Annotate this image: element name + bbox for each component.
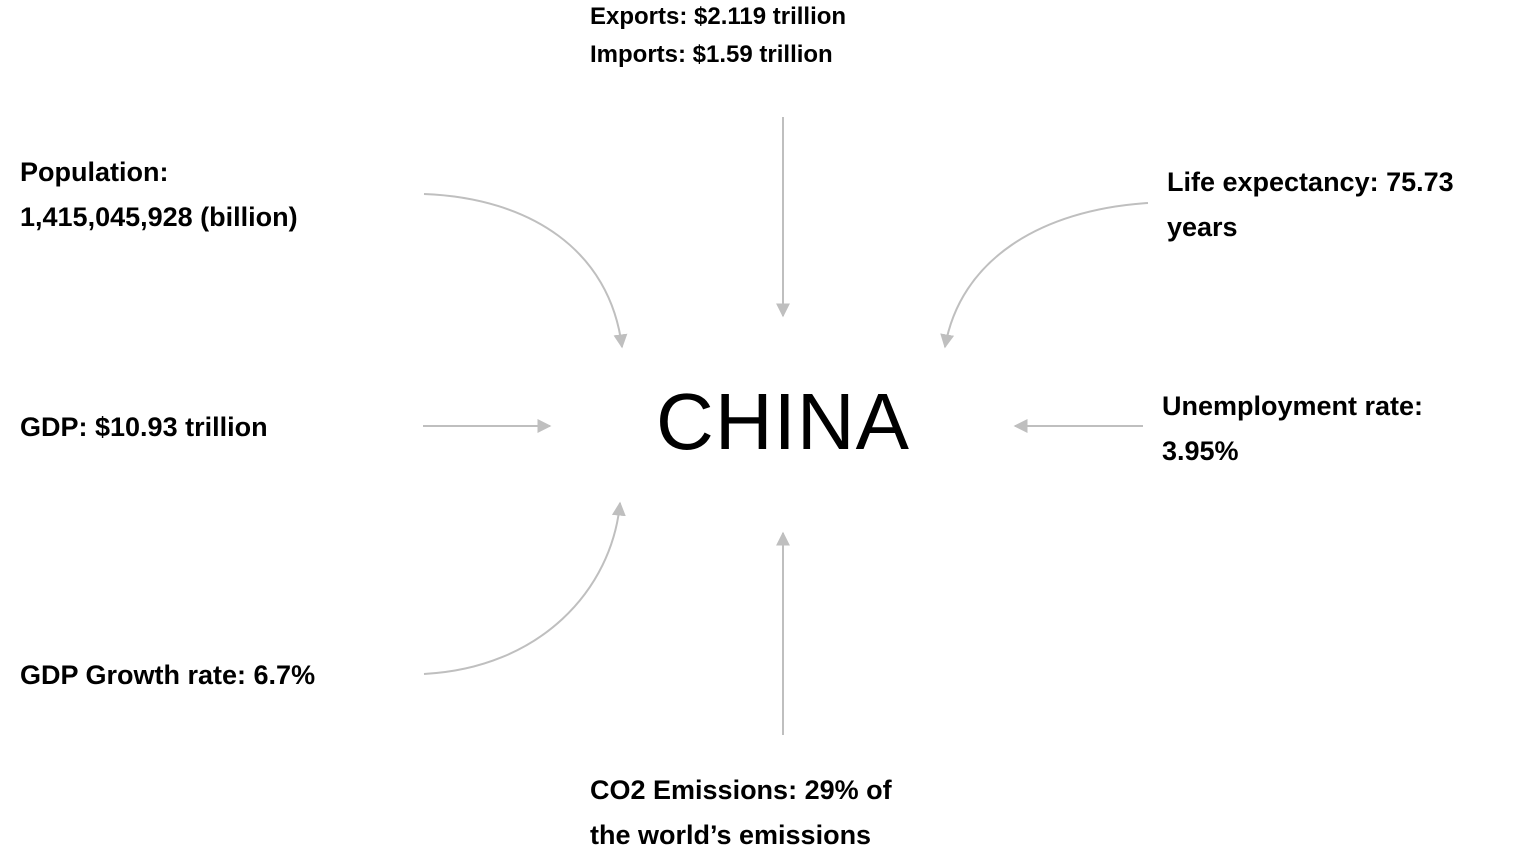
life-expectancy-label: Life expectancy: 75.73	[1167, 167, 1454, 197]
population-value: 1,415,045,928 (billion)	[20, 202, 298, 232]
gdp-node: GDP: $10.93 trillion	[20, 405, 268, 450]
gdp-label: GDP: $10.93 trillion	[20, 412, 268, 442]
co2-label-continued: the world’s emissions	[590, 820, 872, 850]
life-expectancy-unit: years	[1167, 212, 1238, 242]
co2-label: CO2 Emissions: 29% of	[590, 775, 892, 805]
exports-label: Exports: $2.119 trillion	[590, 3, 847, 30]
arrow-life-expectancy	[940, 202, 1149, 349]
gdp-growth-label: GDP Growth rate: 6.7%	[20, 660, 316, 690]
imports-label: Imports: $1.59 trillion	[590, 41, 833, 68]
unemployment-node: Unemployment rate: 3.95%	[1162, 384, 1423, 474]
co2-node: CO2 Emissions: 29% of the world’s emissi…	[590, 768, 892, 858]
life-expectancy-node: Life expectancy: 75.73 years	[1167, 160, 1454, 250]
center-node-title: CHINA	[656, 377, 910, 466]
population-label: Population:	[20, 157, 169, 187]
unemployment-label: Unemployment rate:	[1162, 391, 1424, 421]
arrow-population	[423, 193, 628, 349]
population-node: Population: 1,415,045,928 (billion)	[20, 150, 298, 240]
unemployment-value: 3.95%	[1162, 436, 1239, 466]
gdp-growth-node: GDP Growth rate: 6.7%	[20, 653, 315, 698]
arrow-gdp-growth	[423, 501, 626, 675]
trade-node: Exports: $2.119 trillion Imports: $1.59 …	[590, 0, 846, 74]
